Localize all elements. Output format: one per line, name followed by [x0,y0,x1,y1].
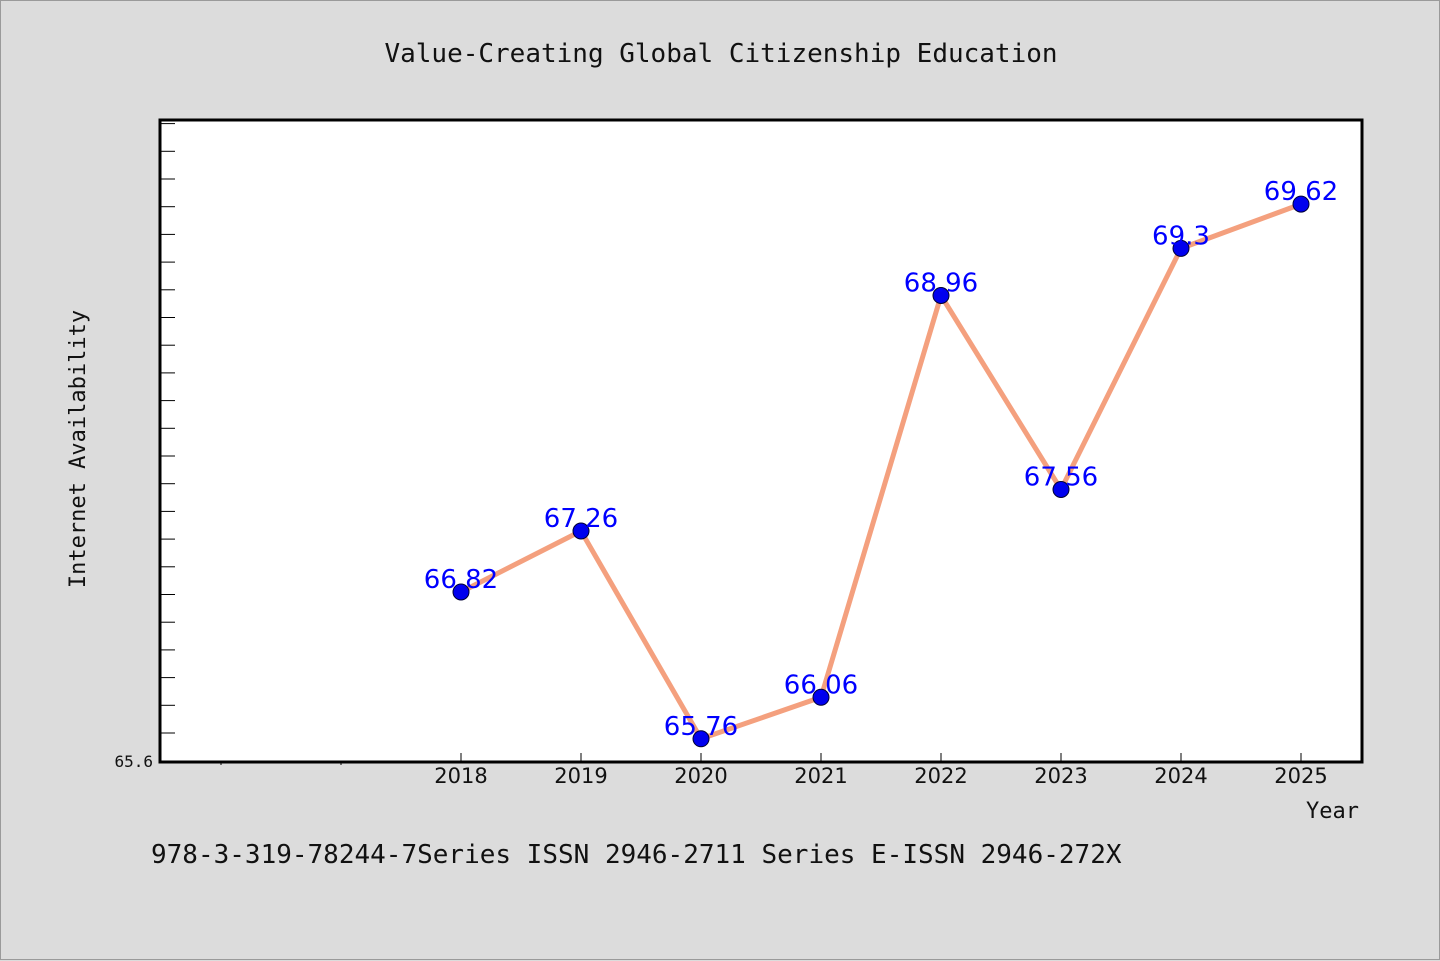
data-point [812,688,830,706]
x-tick-label: 2018 [434,764,487,788]
x-axis-ticks: 2018 2019 2020 2021 2022 2023 2024 2025 [434,753,1328,788]
data-point [932,287,950,304]
x-axis-minor-ticks [220,761,342,765]
data-point [1172,239,1190,257]
data-point [1292,195,1310,213]
data-label: 66.06 [784,670,858,700]
data-point [572,522,590,540]
y-axis-title: Internet Availability [66,310,91,588]
data-markers [452,195,1310,748]
data-point [1052,481,1070,498]
x-tick-label: 2023 [1034,764,1087,788]
footer-isbn-text: 978-3-319-78244-7Series ISSN 2946-2711 S… [151,840,1122,870]
series-line [458,201,1304,742]
series-polyline [458,201,1304,742]
data-label: 66.82 [424,565,498,595]
x-tick-label: 2021 [794,764,847,788]
x-tick-label: 2025 [1274,764,1327,788]
data-point [692,730,710,748]
chart-title: Value-Creating Global Citizenship Educat… [384,39,1057,69]
data-point [452,583,470,601]
y-axis-min-label: 65.6 [114,752,153,771]
y-axis-ticks [161,123,175,734]
data-labels: 66.82 67.26 65.76 66.06 68.96 67.56 69.3 69.62 [424,177,1338,742]
x-tick-label: 2020 [674,764,727,788]
x-tick-label: 2022 [914,764,967,788]
data-label: 69.62 [1264,177,1338,207]
x-tick-label: 2019 [554,764,607,788]
x-tick-label: 2024 [1154,764,1207,788]
data-label: 69.3 [1152,221,1210,251]
data-label: 67.26 [544,504,618,534]
x-axis-title: Year [1306,799,1359,824]
data-label: 67.56 [1024,463,1098,493]
data-label: 65.76 [664,712,738,742]
data-label: 68.96 [904,269,978,299]
plot-area [158,118,1364,764]
